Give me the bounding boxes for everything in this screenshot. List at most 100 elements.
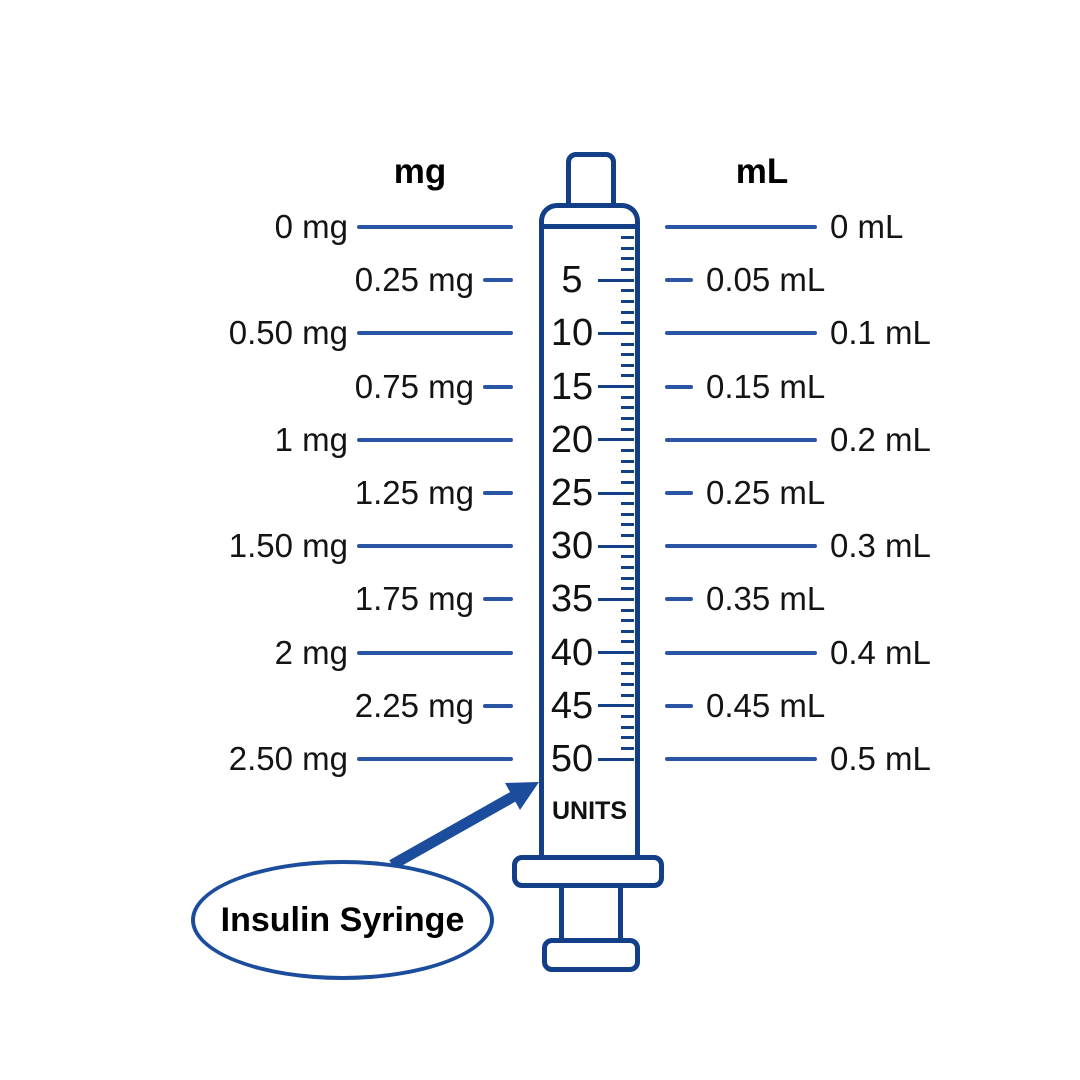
connector-line [665, 757, 817, 761]
tick-mark [621, 725, 634, 729]
barrel-flange [512, 855, 664, 888]
ml-label: 0.1 mL [830, 314, 931, 352]
tick-mark [621, 714, 634, 718]
tick-mark [621, 693, 634, 697]
ml-row: 0.35 mL [665, 578, 825, 620]
mg-row: 1.75 mg [355, 578, 513, 620]
mg-row: 2.50 mg [229, 738, 513, 780]
connector-line [357, 650, 513, 655]
ml-label: 0.2 mL [830, 420, 931, 458]
tick-mark [621, 321, 634, 325]
connector-line [665, 384, 693, 389]
mg-label: 0.25 mg [354, 261, 474, 299]
ml-label: 0.3 mL [830, 527, 931, 565]
tick-mark [621, 683, 634, 687]
connector-line [665, 278, 693, 283]
tick-mark [621, 417, 634, 421]
tick-mark [621, 310, 634, 314]
connector-line [357, 757, 513, 761]
tick-mark [598, 278, 634, 282]
connector-line [357, 544, 513, 549]
tick-mark [598, 651, 634, 655]
barrel-number: 50 [550, 738, 594, 780]
connector-line [483, 384, 513, 389]
ml-label: 0.05 mL [706, 261, 826, 299]
tick-mark [621, 289, 634, 293]
mg-column-header: mg [393, 152, 447, 191]
barrel-number: 40 [550, 631, 594, 674]
mg-row: 2 mg [275, 632, 513, 674]
units-label: UNITS [552, 797, 627, 825]
mg-label: 1 mg [274, 420, 348, 458]
tick-mark [598, 331, 634, 335]
connector-line [665, 225, 817, 229]
tick-mark [621, 342, 634, 346]
connector-line [665, 331, 817, 336]
mg-label: 1.75 mg [354, 580, 474, 618]
mg-row: 0 mg [275, 206, 513, 248]
tick-mark [621, 565, 634, 569]
tick-mark [598, 544, 634, 548]
ml-row: 0.2 mL [665, 419, 931, 461]
ml-label: 0.4 mL [830, 633, 931, 671]
callout-ellipse: Insulin Syringe [191, 860, 494, 980]
tick-mark [621, 512, 634, 516]
tick-mark [621, 736, 634, 740]
tick-mark [621, 470, 634, 474]
tick-mark [621, 246, 634, 250]
barrel-number: 15 [550, 365, 594, 408]
connector-line [357, 437, 513, 442]
ml-label: 0.35 mL [706, 580, 826, 618]
tick-mark [598, 597, 634, 601]
tick-mark [598, 704, 634, 708]
tick-mark [621, 257, 634, 261]
ml-row: 0.25 mL [665, 472, 825, 514]
mg-label: 2.25 mg [354, 686, 474, 724]
mg-row: 1.50 mg [229, 525, 513, 567]
ml-row: 0.5 mL [665, 738, 931, 780]
ml-row: 0.05 mL [665, 259, 825, 301]
plunger-end [542, 938, 640, 972]
tick-mark [621, 587, 634, 591]
connector-line [665, 437, 817, 442]
connector-line [665, 650, 817, 655]
connector-line [483, 491, 513, 495]
connector-line [357, 225, 513, 229]
connector-line [483, 278, 513, 283]
ml-label: 0 mL [830, 208, 904, 245]
mg-label: 2.50 mg [228, 740, 348, 777]
ml-row: 0 mL [665, 206, 903, 248]
mg-row: 0.75 mg [355, 366, 513, 408]
mg-label: 2 mg [274, 633, 348, 671]
connector-line [665, 703, 693, 708]
mg-row: 2.25 mg [355, 685, 513, 727]
tick-mark [621, 448, 634, 452]
tick-mark [621, 619, 634, 623]
barrel-zero-line [539, 224, 640, 229]
ml-label: 0.5 mL [830, 740, 931, 777]
barrel-number: 25 [550, 472, 594, 514]
mg-row: 0.25 mg [355, 259, 513, 301]
tick-mark [598, 491, 634, 495]
tick-mark [621, 629, 634, 633]
connector-line [483, 703, 513, 708]
tick-mark [621, 299, 634, 303]
ml-label: 0.45 mL [706, 686, 826, 724]
tick-mark [621, 746, 634, 750]
mg-label: 0.50 mg [228, 314, 348, 352]
connector-line [665, 544, 817, 549]
connector-line [357, 331, 513, 336]
tick-mark [621, 576, 634, 580]
connector-line [665, 491, 693, 495]
ml-row: 0.45 mL [665, 685, 825, 727]
ml-row: 0.1 mL [665, 312, 931, 354]
mg-label: 1.25 mg [354, 474, 474, 511]
mg-row: 1 mg [275, 419, 513, 461]
tick-mark [621, 395, 634, 399]
barrel-number: 20 [550, 418, 594, 461]
plunger-rod [559, 886, 623, 942]
callout-label: Insulin Syringe [220, 900, 465, 939]
tick-mark [621, 353, 634, 357]
